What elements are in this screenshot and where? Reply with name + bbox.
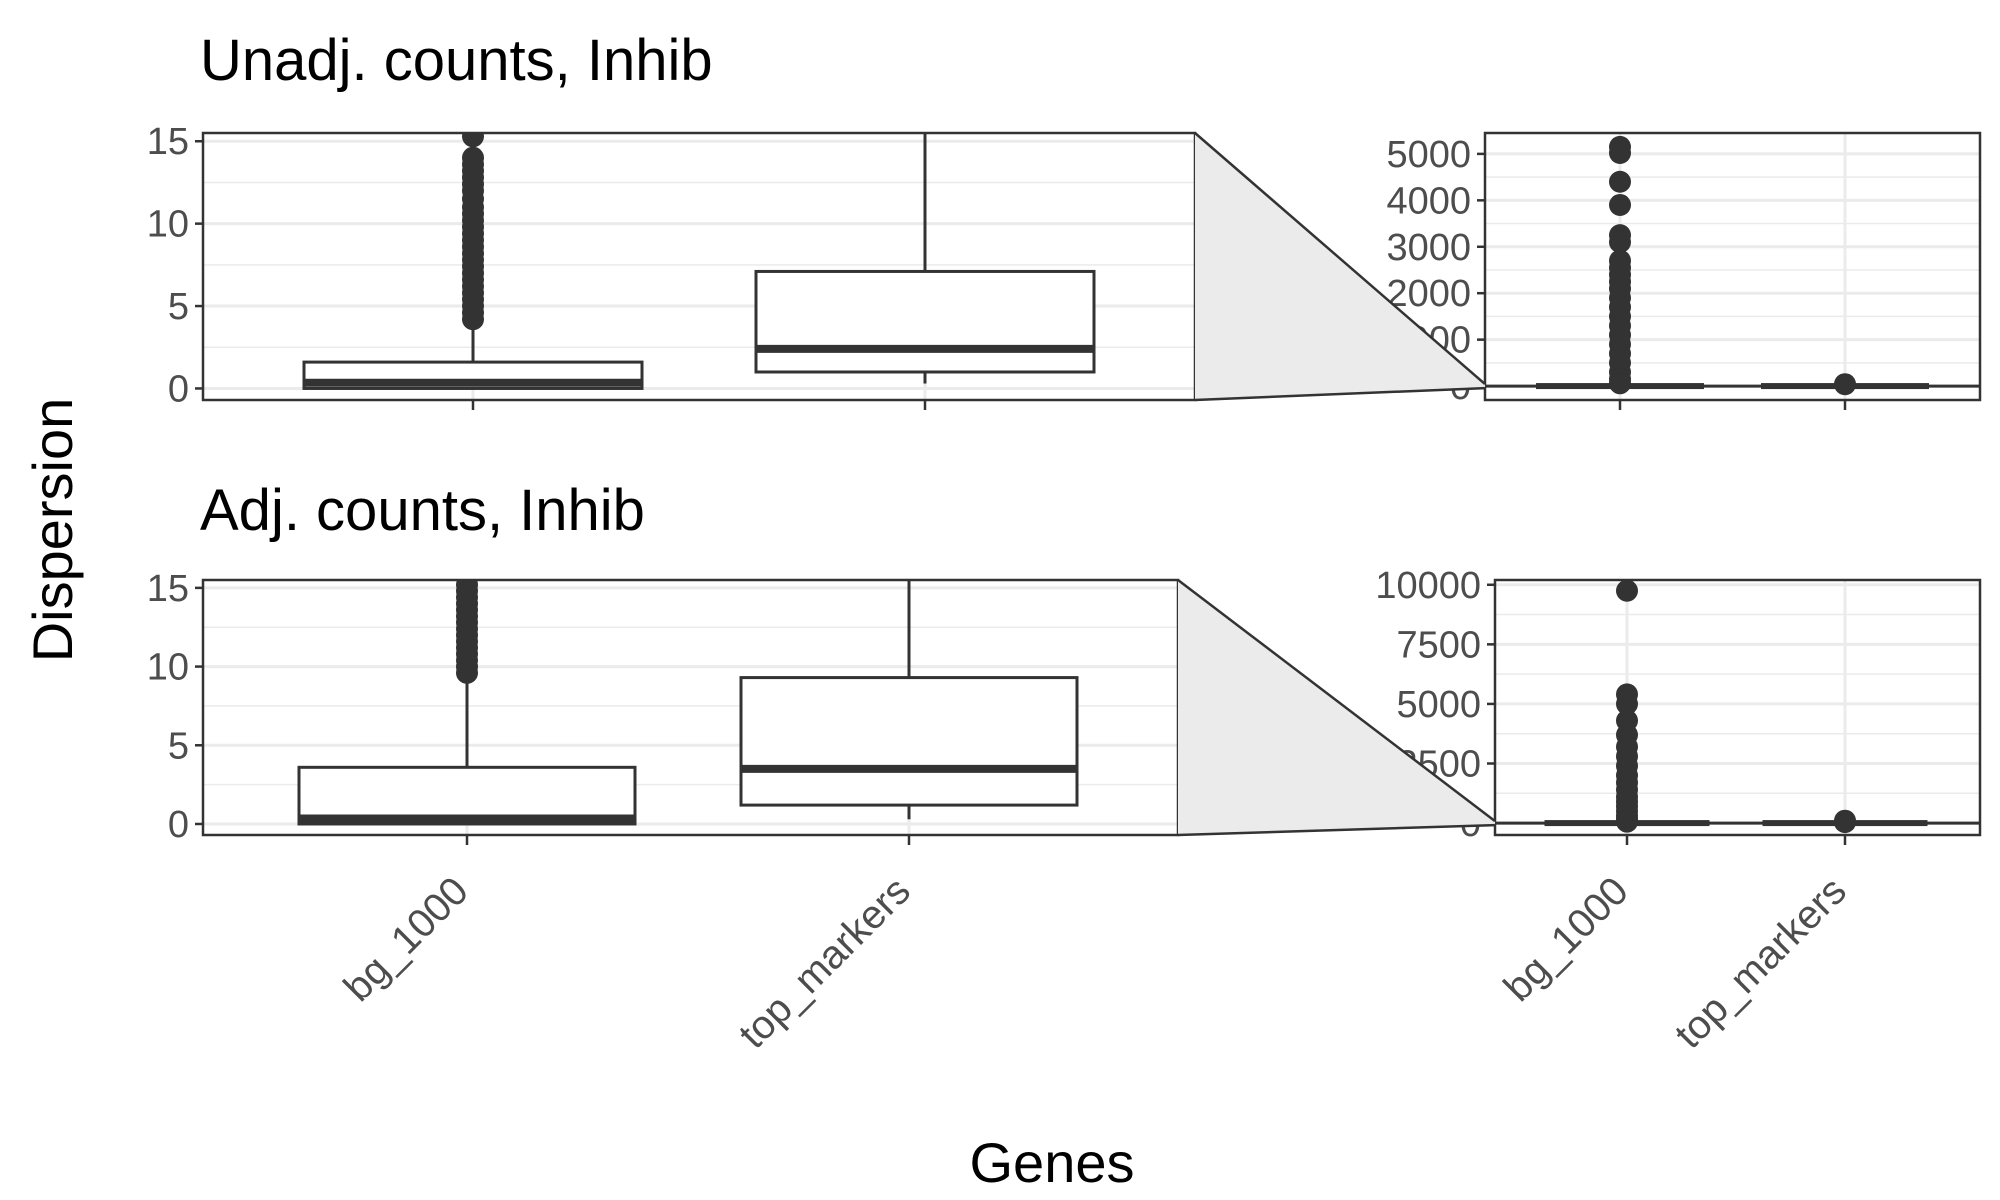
y-tick-label: 10: [147, 204, 189, 246]
y-tick-label: 15: [147, 121, 189, 163]
y-tick-label: 5: [168, 725, 189, 767]
x-axis-title: Genes: [970, 1131, 1135, 1194]
y-tick-label: 5000: [1386, 134, 1471, 176]
y-tick-label: 0: [168, 804, 189, 846]
zoom-connector-line: [1177, 579, 1496, 823]
y-tick-label: 5: [168, 286, 189, 328]
y-tick-label: 10: [147, 647, 189, 689]
panel-title: Unadj. counts, Inhib: [200, 28, 713, 93]
outlier-point: [1616, 810, 1638, 833]
x-tick-label: bg_1000: [336, 869, 477, 1010]
panel-row-2: Adj. counts, Inhib0510150250050007500100…: [147, 478, 1982, 1057]
outlier-point: [1609, 170, 1631, 193]
box-body: [754, 269, 1096, 374]
y-tick-label: 2000: [1386, 273, 1471, 315]
y-tick-label: 15: [147, 568, 189, 610]
outlier-point: [462, 133, 484, 148]
zoomed-panel: 0 5 10 15: [147, 121, 1197, 410]
outlier-point: [1834, 811, 1856, 834]
x-tick-label: top_markers: [731, 869, 919, 1057]
box-body: [739, 676, 1079, 807]
y-tick-label: 4000: [1386, 180, 1471, 222]
outlier-point: [1609, 193, 1631, 216]
y-tick-label: 5000: [1396, 684, 1481, 726]
zoomed-marks: [302, 133, 1096, 390]
y-tick-label: 0: [168, 368, 189, 410]
outlier-point: [456, 580, 478, 596]
x-tick-label: top_markers: [1667, 869, 1855, 1057]
panel-title: Adj. counts, Inhib: [200, 478, 645, 543]
outlier-point: [1609, 141, 1631, 164]
panel-border: [1493, 578, 1982, 837]
zoomed-marks: [297, 580, 1079, 826]
x-tick-label: bg_1000: [1496, 869, 1637, 1010]
y-tick-label: 10000: [1375, 565, 1481, 607]
y-tick-label: 3000: [1386, 227, 1471, 269]
full-range-panel: 025005000750010000: [1375, 565, 1982, 845]
zoom-connector-area: [1178, 580, 1495, 835]
panel-row-1: Unadj. counts, Inhib05101501000200030004…: [147, 28, 1982, 410]
y-tick-label: 7500: [1396, 624, 1481, 666]
y-axis-title: Dispersion: [21, 398, 84, 663]
zoom-connector-line: [1194, 132, 1486, 386]
outlier-point: [1834, 373, 1856, 396]
zoom-connector-area: [1195, 133, 1485, 400]
outlier-point: [1616, 692, 1638, 715]
outlier-point: [1616, 579, 1638, 602]
zoomed-panel: 0 5 10 15: [147, 568, 1180, 846]
panel-background: [1485, 133, 1980, 400]
outlier-point: [462, 146, 484, 169]
zoom-connector-line: [1177, 823, 1496, 837]
outlier-point: [1609, 372, 1631, 395]
full-range-panel: 010002000300040005000: [1386, 131, 1982, 410]
panel-border: [1483, 131, 1982, 402]
zoom-connector-line: [1194, 386, 1486, 402]
panel-rows: Unadj. counts, Inhib05101501000200030004…: [147, 28, 1982, 1057]
outlier-point: [1609, 231, 1631, 254]
panel-background: [1495, 580, 1980, 835]
